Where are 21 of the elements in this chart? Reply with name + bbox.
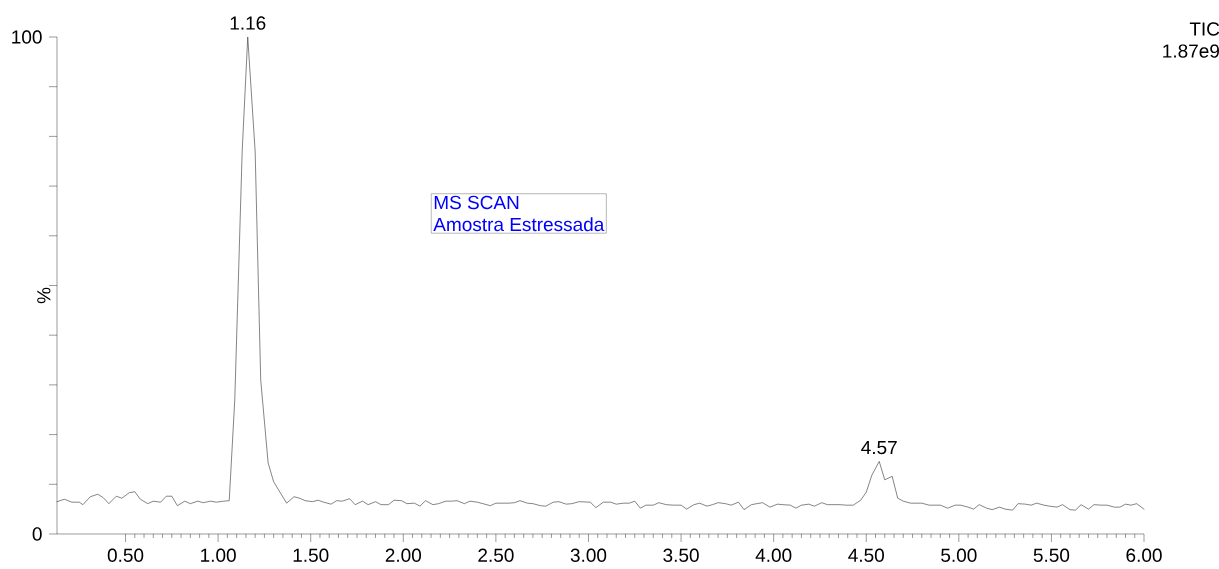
- x-tick-label: 3.00: [570, 548, 607, 562]
- y-tick-label: 100: [12, 30, 42, 44]
- y-axis-title: %: [37, 287, 51, 304]
- x-tick-label: 5.50: [1033, 548, 1070, 562]
- y-tick-label: 0: [32, 527, 42, 541]
- text: 1.87e9: [1163, 44, 1219, 58]
- x-tick-label: 6.00: [1126, 548, 1162, 562]
- x-tick-label: 0.50: [107, 548, 144, 562]
- x-tick-label: 2.50: [478, 548, 514, 562]
- x-tick-label: 5.00: [941, 548, 977, 562]
- annotation: 1.16: [230, 16, 266, 30]
- annotation: 4.57: [861, 440, 897, 455]
- annotation: Amostra Estressada: [433, 217, 605, 232]
- x-tick-label: 1.50: [293, 548, 329, 562]
- x-tick-label: 4.00: [755, 548, 792, 562]
- annotation: MS SCAN: [434, 195, 519, 210]
- text: TIC: [1189, 22, 1219, 36]
- x-tick-label: 2.00: [385, 548, 422, 562]
- x-tick-label: 4.50: [848, 548, 884, 562]
- x-tick-label: 1.00: [201, 548, 236, 562]
- x-tick-label: 3.50: [663, 548, 699, 562]
